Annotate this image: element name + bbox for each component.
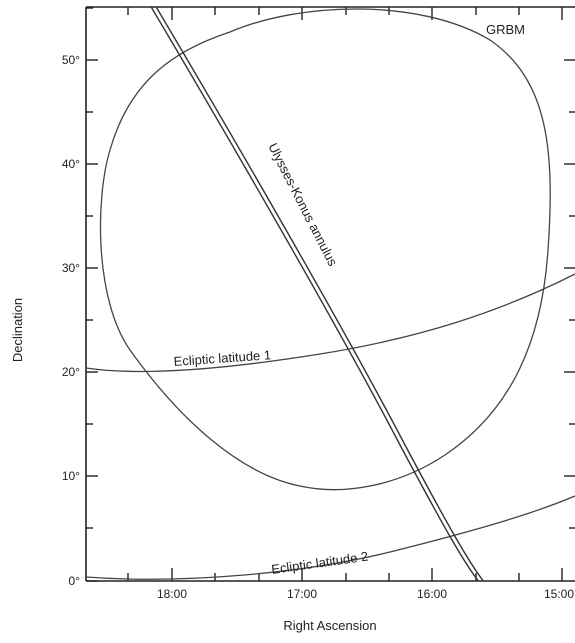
ecliptic-latitude-2-label: Ecliptic latitude 2 (270, 549, 369, 577)
y-tick-10: 10° (62, 469, 80, 483)
ecliptic-latitude-1-curve (86, 273, 575, 373)
x-tick-labels: 18:00 17:00 16:00 15:00 (157, 587, 574, 601)
x-ticks (127, 7, 563, 581)
grbm-error-box (99, 8, 551, 491)
y-tick-0: 0° (69, 574, 81, 588)
y-tick-50: 50° (62, 53, 80, 67)
x-tick-1700: 17:00 (287, 587, 317, 601)
annulus-label: Ulysses-Konus annulus (265, 141, 340, 269)
x-tick-1600: 16:00 (417, 587, 447, 601)
plot-frame (85, 6, 575, 582)
y-axis-title: Declination (10, 298, 25, 362)
y-tick-20: 20° (62, 365, 80, 379)
x-axis-title: Right Ascension (283, 618, 376, 633)
ulysses-konus-annulus-band (150, 7, 485, 581)
y-tick-30: 30° (62, 261, 80, 275)
ecliptic-latitude-2-curve (86, 495, 575, 580)
grbm-label: GRBM (486, 22, 525, 37)
ecliptic-latitude-1-label: Ecliptic latitude 1 (173, 347, 271, 369)
y-ticks (86, 7, 575, 582)
x-tick-1500: 15:00 (544, 587, 574, 601)
x-tick-1800: 18:00 (157, 587, 187, 601)
y-tick-40: 40° (62, 157, 80, 171)
y-tick-labels: 0° 10° 20° 30° 40° 50° (62, 53, 80, 588)
